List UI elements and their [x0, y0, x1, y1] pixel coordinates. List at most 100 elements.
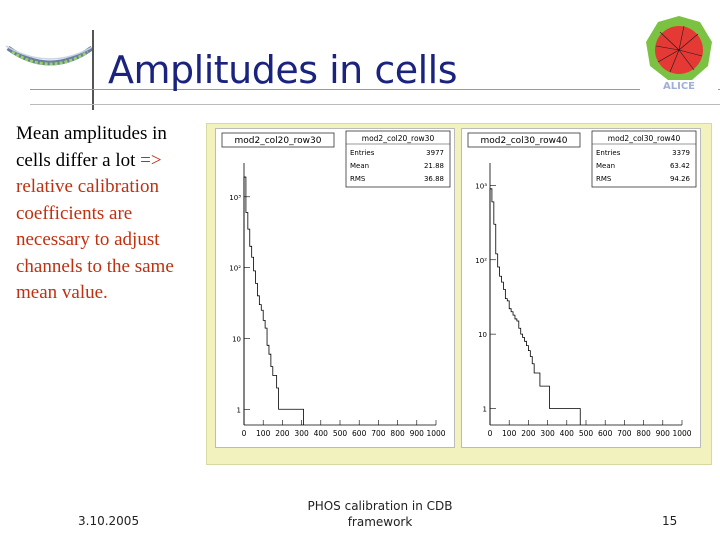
histogram-bar	[503, 289, 505, 425]
histogram-bar	[521, 334, 523, 425]
histogram-bar	[578, 409, 580, 425]
histogram-bar	[557, 409, 559, 425]
histogram-bar	[519, 328, 521, 425]
x-tick-label: 100	[256, 429, 271, 438]
histogram-bar	[567, 409, 569, 425]
histogram-bar	[292, 409, 294, 425]
histogram-bar	[511, 312, 513, 425]
histogram-left: mod2_col20_row30 mod2_col20_row30 Entries 3…	[221, 130, 451, 438]
x-tick-label: 1000	[426, 429, 445, 438]
histogram-bar	[538, 373, 540, 425]
y-tick-label: 10³	[475, 182, 487, 190]
x-tick-label: 500	[579, 429, 594, 438]
histogram-bar	[261, 310, 263, 425]
histogram-bar	[263, 320, 265, 425]
histogram-bar	[517, 321, 519, 425]
x-tick-label: 400	[560, 429, 575, 438]
histogram-bar	[536, 373, 538, 425]
histogram-bar	[525, 341, 527, 425]
stats-rms-value: 94.26	[670, 175, 691, 183]
histogram-bar	[498, 267, 500, 425]
histogram-bar	[298, 409, 300, 425]
histogram-bar	[550, 409, 552, 425]
x-tick-label: 600	[598, 429, 613, 438]
stats-rms-label: RMS	[350, 175, 366, 183]
histogram-bar	[528, 351, 530, 425]
histogram-bar	[273, 375, 275, 425]
histogram-right: mod2_col30_row40 mod2_col30_row40 Entries 3…	[467, 130, 697, 438]
histogram-bar	[288, 409, 290, 425]
histogram-bar	[248, 229, 250, 425]
histogram-bar	[505, 299, 507, 425]
stats-mean-value: 21.88	[424, 162, 444, 170]
histogram-bar	[523, 338, 525, 425]
histogram-bar	[271, 367, 273, 425]
histogram-bar	[294, 409, 296, 425]
x-tick-label: 1000	[672, 429, 691, 438]
histogram-canvas: mod2_col20_row30 mod2_col20_row30 Entries 3…	[206, 123, 712, 465]
histogram-bar	[551, 409, 553, 425]
x-tick-label: 200	[521, 429, 536, 438]
histogram-bar	[544, 386, 546, 425]
title-underline-secondary	[30, 104, 720, 105]
histogram-bar	[280, 409, 282, 425]
y-tick-label: 10²	[229, 265, 241, 273]
histogram-bar	[302, 409, 304, 425]
stats-mean-label: Mean	[596, 162, 615, 170]
y-tick-label: 1	[483, 406, 487, 414]
x-tick-label: 200	[275, 429, 290, 438]
histogram-bar	[259, 305, 261, 425]
stats-rms-value: 36.88	[424, 175, 444, 183]
histogram-title: mod2_col30_row40	[481, 136, 568, 146]
x-tick-label: 600	[352, 429, 367, 438]
y-tick-label: 10²	[475, 257, 487, 265]
histogram-bar	[284, 409, 286, 425]
histogram-bar	[300, 409, 302, 425]
stats-rms-label: RMS	[596, 175, 612, 183]
slide-body: Mean amplitudes in cells differ a lot =>…	[16, 121, 196, 307]
footer-date: 3.10.2005	[78, 514, 140, 528]
histogram-title-box	[467, 132, 581, 148]
stats-box-title: mod2_col30_row40	[608, 134, 681, 143]
y-tick-label: 1	[237, 406, 241, 414]
histogram-bar	[530, 357, 532, 425]
stats-entries-label: Entries	[596, 149, 621, 157]
histogram-bar	[269, 354, 271, 425]
y-tick-label: 10	[478, 331, 487, 339]
x-tick-label: 300	[540, 429, 555, 438]
histogram-bar	[500, 276, 502, 425]
x-tick-label: 100	[502, 429, 517, 438]
x-tick-label: 800	[390, 429, 405, 438]
histogram-bar	[553, 409, 555, 425]
histogram-bar	[565, 409, 567, 425]
svg-text:ALICE: ALICE	[663, 81, 695, 92]
histogram-bar	[277, 388, 279, 425]
body-text-black: Mean amplitudes in cells differ a lot	[16, 123, 167, 171]
y-tick-label: 10	[232, 335, 241, 343]
stats-mean-label: Mean	[350, 162, 369, 170]
histogram-bar	[252, 257, 254, 425]
histogram-bar	[496, 254, 498, 425]
x-tick-label: 700	[371, 429, 386, 438]
histogram-bar	[244, 177, 246, 425]
stats-mean-value: 63.42	[670, 162, 690, 170]
histogram-bar	[256, 283, 258, 425]
histogram-bar	[494, 224, 496, 425]
histogram-bar	[534, 373, 536, 425]
y-tick-label: 10³	[229, 194, 241, 202]
histogram-bar	[507, 301, 509, 425]
stats-entries-label: Entries	[350, 149, 375, 157]
stats-entries-value: 3379	[672, 149, 690, 157]
histogram-series	[243, 176, 304, 425]
histogram-bar	[548, 386, 550, 425]
page-number: 15	[662, 514, 678, 528]
histogram-panel-right: mod2_col30_row40 mod2_col30_row40 Entries 3…	[461, 128, 701, 448]
stats-box	[591, 130, 697, 188]
histogram-bar	[254, 271, 256, 425]
histogram-bar	[267, 345, 269, 425]
detector-arc-icon	[5, 45, 95, 66]
histogram-bar	[246, 213, 248, 425]
x-tick-label: 400	[314, 429, 329, 438]
histogram-bar	[502, 282, 504, 425]
title-underline	[30, 89, 720, 90]
